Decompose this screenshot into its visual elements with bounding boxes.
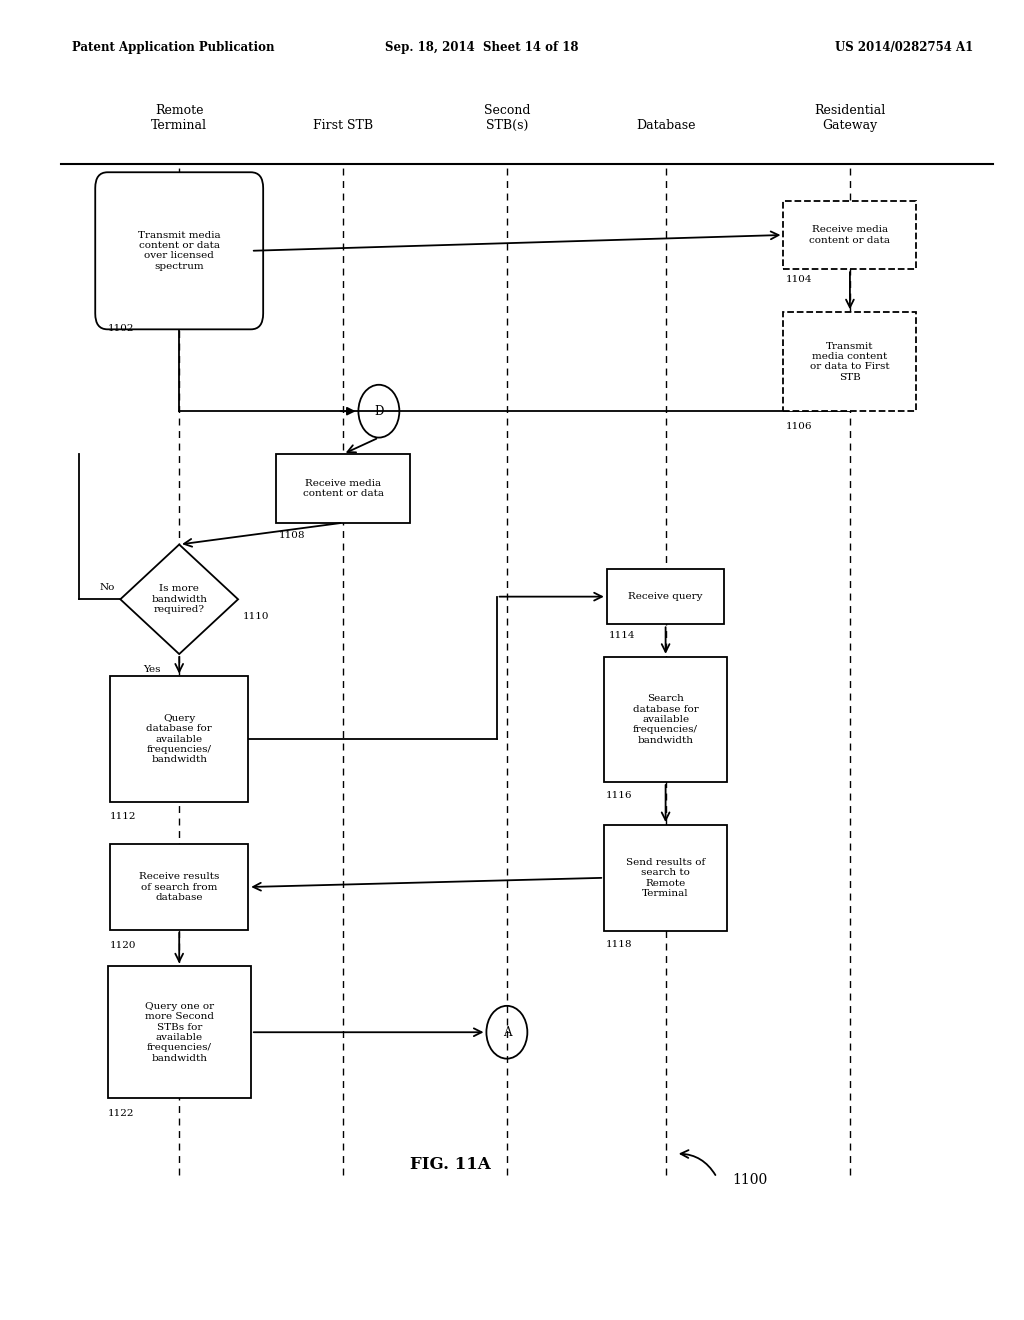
FancyBboxPatch shape <box>110 845 248 929</box>
Text: 1112: 1112 <box>110 812 136 821</box>
Text: Residential
Gateway: Residential Gateway <box>814 104 886 132</box>
Text: Receive results
of search from
database: Receive results of search from database <box>139 873 219 902</box>
Text: Search
database for
available
frequencies/
bandwidth: Search database for available frequencie… <box>633 694 698 744</box>
Text: Query
database for
available
frequencies/
bandwidth: Query database for available frequencies… <box>146 714 212 764</box>
Polygon shape <box>121 544 238 653</box>
Text: 1108: 1108 <box>279 531 305 540</box>
FancyBboxPatch shape <box>108 966 251 1098</box>
Text: 1102: 1102 <box>108 323 134 333</box>
Text: 1100: 1100 <box>732 1173 767 1187</box>
FancyBboxPatch shape <box>783 201 916 269</box>
Text: FIG. 11A: FIG. 11A <box>411 1156 490 1172</box>
Text: Database: Database <box>636 119 695 132</box>
Text: Is more
bandwidth
required?: Is more bandwidth required? <box>152 585 207 614</box>
Text: Sep. 18, 2014  Sheet 14 of 18: Sep. 18, 2014 Sheet 14 of 18 <box>385 41 578 54</box>
Text: D: D <box>374 405 384 417</box>
Text: Yes: Yes <box>143 664 161 673</box>
FancyBboxPatch shape <box>783 313 916 412</box>
FancyBboxPatch shape <box>110 676 248 801</box>
Text: 1116: 1116 <box>606 791 633 800</box>
Text: Remote
Terminal: Remote Terminal <box>152 104 207 132</box>
Text: Patent Application Publication: Patent Application Publication <box>72 41 274 54</box>
Text: Send results of
search to
Remote
Terminal: Send results of search to Remote Termina… <box>626 858 706 898</box>
FancyBboxPatch shape <box>606 569 725 624</box>
FancyBboxPatch shape <box>604 825 727 931</box>
FancyBboxPatch shape <box>604 656 727 781</box>
FancyBboxPatch shape <box>95 172 263 329</box>
Text: Receive media
content or data: Receive media content or data <box>809 226 891 244</box>
Text: Receive query: Receive query <box>629 593 702 601</box>
FancyBboxPatch shape <box>276 454 410 523</box>
Text: 1122: 1122 <box>108 1109 134 1118</box>
Text: US 2014/0282754 A1: US 2014/0282754 A1 <box>835 41 973 54</box>
Text: Transmit
media content
or data to First
STB: Transmit media content or data to First … <box>810 342 890 381</box>
Text: 1104: 1104 <box>785 275 812 284</box>
Text: A: A <box>503 1026 511 1039</box>
Text: 1106: 1106 <box>785 422 812 430</box>
Text: Transmit media
content or data
over licensed
spectrum: Transmit media content or data over lice… <box>138 231 220 271</box>
Text: Receive media
content or data: Receive media content or data <box>302 479 384 498</box>
Text: First STB: First STB <box>313 119 373 132</box>
Text: Query one or
more Second
STBs for
available
frequencies/
bandwidth: Query one or more Second STBs for availa… <box>144 1002 214 1063</box>
Text: 1118: 1118 <box>606 940 633 949</box>
Text: 1110: 1110 <box>244 612 269 622</box>
Text: 1120: 1120 <box>110 940 136 949</box>
Text: 1114: 1114 <box>608 631 635 640</box>
Text: Second
STB(s): Second STB(s) <box>483 104 530 132</box>
Text: No: No <box>99 583 115 593</box>
